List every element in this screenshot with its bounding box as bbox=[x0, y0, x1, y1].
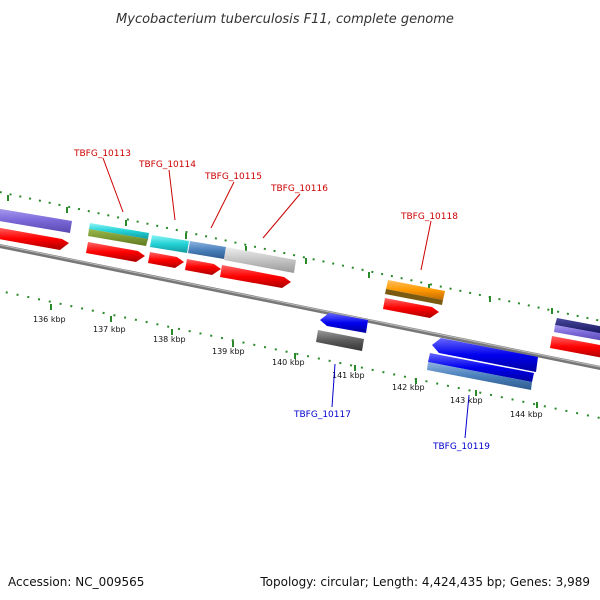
genome-backbone bbox=[0, 243, 600, 370]
kbp-label-144: 144 kbp bbox=[510, 410, 543, 419]
gene-label-10119[interactable]: TBFG_10119 bbox=[432, 442, 490, 452]
feature-block-steel-10115 bbox=[188, 241, 226, 259]
feature-block-blue-10119 bbox=[428, 353, 534, 382]
inner-tick-ring bbox=[0, 290, 600, 419]
leader-line-10116 bbox=[262, 193, 301, 239]
kbp-label-137: 137 kbp bbox=[93, 325, 126, 334]
cds-arrow-10116 bbox=[220, 265, 291, 288]
feature-block-orange-10118 bbox=[386, 280, 445, 300]
cds-arrow-right bbox=[550, 336, 600, 358]
forward-features bbox=[0, 208, 600, 341]
kbp-label-140: 140 kbp bbox=[272, 358, 305, 367]
feature-block-steel-10119 bbox=[427, 362, 532, 390]
kbp-labels: 136 kbp 137 kbp 138 kbp 139 kbp 140 kbp … bbox=[33, 315, 543, 419]
outer-major-ticks bbox=[7, 195, 553, 314]
gene-label-10114[interactable]: TBFG_10114 bbox=[138, 160, 196, 170]
reverse-features bbox=[316, 313, 538, 390]
cds-arrow-10117 bbox=[320, 313, 368, 333]
outer-tick-ring bbox=[0, 191, 600, 322]
leader-lines bbox=[102, 157, 470, 439]
forward-cds-arrows bbox=[0, 227, 600, 358]
leader-line-10117 bbox=[331, 363, 336, 408]
cds-arrow-10114 bbox=[148, 252, 184, 268]
gene-label-10118[interactable]: TBFG_10118 bbox=[400, 212, 458, 222]
kbp-label-139: 139 kbp bbox=[212, 347, 245, 356]
leader-line-10113 bbox=[102, 157, 124, 213]
kbp-label-138: 138 kbp bbox=[153, 335, 186, 344]
feature-block-brown-10118 bbox=[385, 289, 443, 305]
feature-block-olive-10113 bbox=[88, 229, 148, 246]
accession-text: Accession: NC_009565 bbox=[8, 575, 144, 589]
cds-arrow-10119 bbox=[432, 338, 538, 372]
leader-line-10119 bbox=[464, 394, 470, 439]
kbp-label-142: 142 kbp bbox=[392, 383, 425, 392]
feature-block-cyan-10114 bbox=[150, 235, 189, 253]
kbp-label-141: 141 kbp bbox=[332, 371, 365, 380]
cds-arrow-10118 bbox=[383, 298, 439, 318]
cds-arrow-10115 bbox=[185, 259, 221, 275]
map-title: Mycobacterium tuberculosis F11, complete… bbox=[116, 12, 454, 27]
feature-block-silver-10116 bbox=[224, 247, 296, 273]
feature-block-navy-right bbox=[555, 318, 600, 334]
gene-label-10115[interactable]: TBFG_10115 bbox=[204, 172, 262, 182]
leader-line-10118 bbox=[420, 220, 432, 271]
cds-arrow-10113 bbox=[86, 242, 145, 262]
feature-block-gray-10117 bbox=[316, 330, 364, 351]
kbp-label-136: 136 kbp bbox=[33, 315, 66, 324]
gene-label-10116[interactable]: TBFG_10116 bbox=[270, 184, 328, 194]
inner-major-ticks bbox=[50, 304, 538, 408]
gene-labels: TBFG_10113 TBFG_10114 TBFG_10115 TBFG_10… bbox=[73, 149, 490, 452]
leader-line-10115 bbox=[210, 181, 235, 229]
genome-summary-text: Topology: circular; Length: 4,424,435 bp… bbox=[259, 575, 590, 589]
feature-block-purple-right bbox=[554, 325, 600, 341]
gene-label-10113[interactable]: TBFG_10113 bbox=[73, 149, 131, 159]
cds-arrow-left bbox=[0, 227, 69, 250]
gene-label-10117[interactable]: TBFG_10117 bbox=[293, 410, 351, 420]
feature-block-cyan-10113 bbox=[89, 223, 149, 239]
kbp-label-143: 143 kbp bbox=[450, 396, 483, 405]
leader-line-10114 bbox=[168, 169, 176, 221]
feature-block-purple-left bbox=[0, 208, 72, 233]
